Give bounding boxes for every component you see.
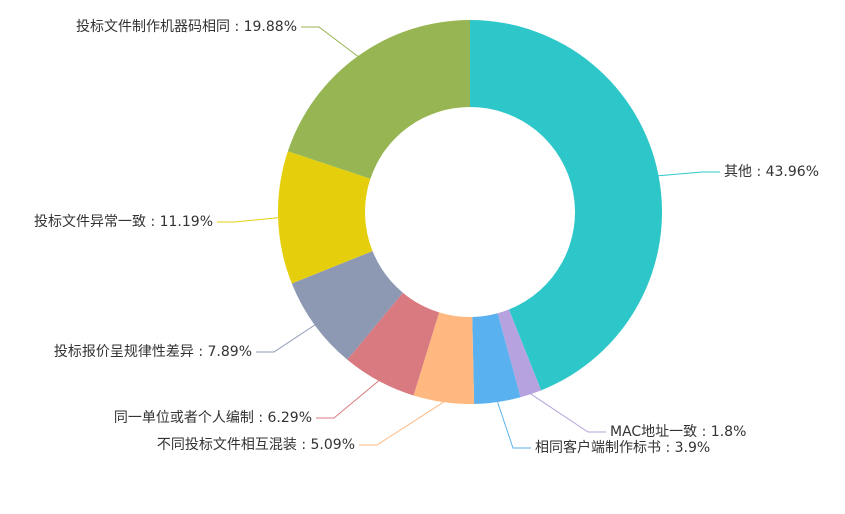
slice <box>278 151 373 284</box>
slice-label: 不同投标文件相互混装 : 5.09% <box>157 437 355 453</box>
slice <box>470 20 663 391</box>
slice-label: 同一单位或者个人编制 : 6.29% <box>114 410 312 426</box>
slice-label: 投标报价呈规律性差异 : 7.89% <box>54 344 252 360</box>
label-line <box>497 401 531 449</box>
slice <box>291 251 403 360</box>
slice <box>287 20 470 179</box>
slice <box>347 292 440 396</box>
slice <box>497 309 542 398</box>
label-line <box>658 171 720 177</box>
label-line <box>256 324 316 353</box>
slice-label: 投标文件制作机器码相同 : 19.88% <box>76 19 297 35</box>
label-line <box>217 217 279 223</box>
label-line <box>301 26 359 57</box>
slice <box>472 313 521 404</box>
label-line <box>359 401 444 446</box>
slice-label: 其他 : 43.96% <box>724 164 819 180</box>
label-line <box>530 393 606 433</box>
label-line <box>316 380 379 419</box>
slice-label: 投标文件异常一致 : 11.19% <box>34 214 213 230</box>
slice <box>413 312 475 404</box>
slice-label: 相同客户端制作标书 : 3.9% <box>535 439 710 456</box>
slice-label: MAC地址一致 : 1.8% <box>610 424 746 440</box>
